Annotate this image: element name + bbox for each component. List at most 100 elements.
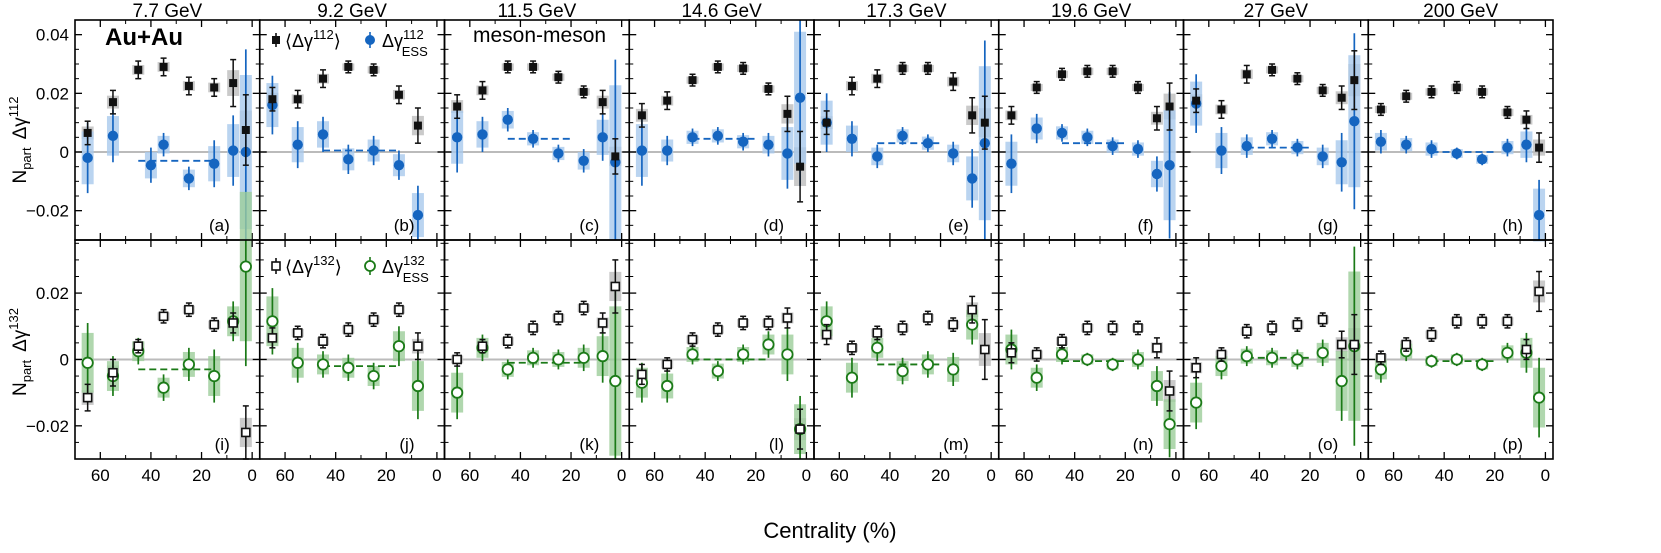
panel-label: (g) (1317, 216, 1338, 235)
gamma-point (597, 318, 608, 328)
ylabel-top-prefix: N (10, 170, 31, 184)
gamma-point (687, 334, 698, 345)
ess-point (947, 148, 959, 159)
ess-point (597, 132, 608, 143)
ess-point (1151, 168, 1163, 180)
gamma-point (1318, 86, 1327, 95)
gamma-point (1350, 76, 1359, 85)
legend-gamma112-label: ⟨Δγ (285, 31, 313, 51)
gamma-point (783, 109, 792, 118)
gamma-point (1292, 319, 1303, 330)
gamma-point (980, 344, 990, 355)
gamma-point (822, 118, 831, 127)
ess-point (687, 132, 698, 143)
x-tick-label: 60 (1199, 466, 1218, 485)
gamma-point (554, 73, 563, 82)
gamma-point (967, 304, 977, 315)
ess-point (227, 145, 239, 156)
ess-point (552, 353, 565, 366)
ess-point (1265, 351, 1279, 364)
ess-point (845, 371, 859, 384)
ess-point (578, 155, 589, 166)
gamma-point (796, 162, 805, 171)
legend-ess112-label: Δγ (382, 31, 403, 51)
gamma-point (1133, 83, 1142, 92)
legend-ess132-sub: ESS (403, 270, 429, 285)
ess-point (781, 348, 794, 361)
gamma-point (968, 111, 977, 120)
gamma-point (344, 62, 353, 71)
ess-point (157, 381, 170, 394)
x-tick-label: 0 (617, 466, 626, 485)
ess-point (737, 348, 750, 361)
gamma-point (1502, 316, 1513, 327)
gamma-point (1191, 362, 1201, 373)
gamma-point (1293, 74, 1302, 83)
legend-ess112-sub: ESS (402, 44, 428, 59)
x-tick-label: 40 (1065, 466, 1084, 485)
ess-point (711, 364, 724, 378)
gamma-point (1503, 108, 1512, 117)
gamma-point (1267, 323, 1277, 333)
gamma-point (611, 152, 620, 161)
gamma-point (923, 313, 933, 323)
ess-point (502, 114, 513, 125)
y-tick-label: 0.02 (36, 284, 69, 303)
gamma-point (782, 313, 793, 323)
ess-point (1291, 353, 1304, 366)
gamma-point (1402, 92, 1411, 101)
panel-grid: 7.7 GeV (a) −0.02 0 0.02 0.04 (i) −0.02 0 0.02 60 4… (26, 1, 1554, 485)
x-tick-label: 60 (1384, 466, 1403, 485)
gamma-point (1031, 349, 1042, 360)
x-tick-label: 40 (1250, 466, 1269, 485)
ess-point (897, 130, 908, 142)
ess-point (1349, 116, 1360, 127)
ess-point (1240, 350, 1253, 363)
gamma-point (738, 318, 748, 328)
ess-point (636, 145, 648, 156)
ess-point (1532, 391, 1546, 404)
ess-point (1081, 353, 1094, 366)
gamma-point (1535, 143, 1544, 152)
x-tick-label: 60 (1015, 466, 1034, 485)
gamma-point (134, 65, 143, 74)
gamma-point (663, 96, 672, 105)
ylabel-top-main: Δγ (10, 117, 31, 140)
ess-point (392, 340, 406, 353)
x-tick-label: 20 (1485, 466, 1504, 485)
ess-point (527, 133, 539, 144)
gamma-point (1317, 314, 1328, 325)
ess-point (411, 379, 425, 393)
gamma-point (764, 84, 773, 93)
legend-row2: ⟨Δγ132⟩ Δγ132 ESS (271, 253, 429, 285)
panel-energy-6: 27 GeV (1244, 1, 1309, 22)
legend-ess132: Δγ132 ESS (382, 253, 429, 285)
gamma-point (343, 324, 354, 335)
x-tick-label: 0 (1541, 466, 1550, 485)
ess-point (183, 173, 195, 184)
gamma-point (293, 95, 302, 104)
gamma-point (453, 102, 462, 111)
x-tick-label: 20 (1301, 466, 1320, 485)
legend-gamma132-close: ⟩ (335, 257, 342, 277)
x-tick-label: 20 (1116, 466, 1135, 485)
gamma-point (1164, 386, 1175, 396)
ess-point (1476, 154, 1488, 165)
gamma-point (713, 324, 723, 335)
legend-marker-gamma132 (271, 258, 281, 274)
x-tick-label: 40 (696, 466, 715, 485)
gamma-point (1376, 105, 1385, 114)
ess-point (947, 363, 960, 376)
legend-ess132-sup: 132 (403, 253, 425, 268)
ess-point (1317, 151, 1328, 162)
gamma-point (1007, 111, 1016, 120)
ess-point (1107, 140, 1118, 152)
x-tick-label: 20 (746, 466, 765, 485)
gamma-point (739, 64, 748, 73)
ylabel-top-sup: 112 (6, 96, 21, 117)
ess-point (316, 358, 330, 371)
ess-point (896, 364, 909, 378)
gamma-point (1376, 352, 1386, 363)
gamma-point (948, 319, 958, 330)
gamma-point (713, 62, 722, 71)
